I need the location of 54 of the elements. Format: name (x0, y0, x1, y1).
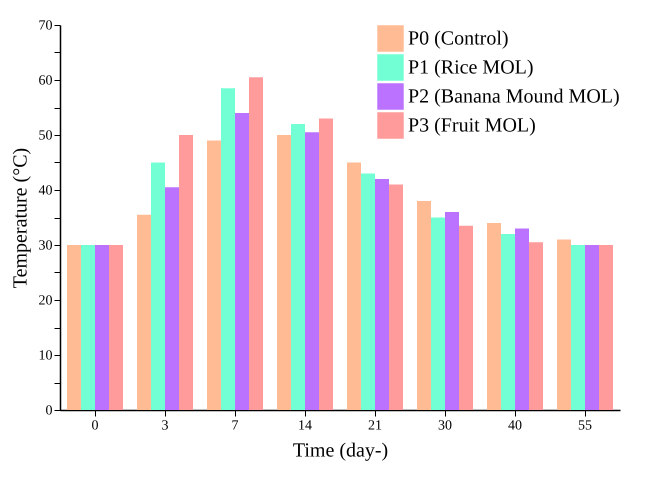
bar (431, 218, 445, 410)
bar (557, 240, 571, 410)
x-tick-label: 0 (92, 418, 98, 434)
y-tick-label: 0 (46, 404, 52, 418)
x-tick-label: 14 (298, 418, 312, 434)
bar (179, 135, 193, 410)
bar (375, 179, 389, 410)
bar (361, 174, 375, 410)
x-tick-label: 21 (368, 418, 382, 434)
bar (151, 162, 165, 410)
bar (109, 245, 123, 410)
y-tick-label: 60 (38, 74, 52, 88)
y-tick-label: 40 (38, 184, 52, 198)
bar (417, 201, 431, 410)
bar (67, 245, 81, 410)
bar (347, 162, 361, 410)
x-tick-label: 30 (438, 418, 452, 434)
bar (249, 77, 263, 410)
bar (81, 245, 95, 410)
x-axis-title: Time (day-) (292, 440, 388, 462)
bar (305, 132, 319, 410)
legend-label: P3 (Fruit MOL) (408, 114, 536, 136)
bar (291, 124, 305, 410)
bar (571, 245, 585, 410)
bar (277, 135, 291, 410)
bar (207, 140, 221, 410)
y-tick-label: 10 (38, 348, 52, 364)
bar (221, 88, 235, 410)
bar (445, 212, 459, 410)
legend-label: P2 (Banana Mound MOL) (408, 86, 620, 108)
legend-label: P1 (Rice MOL) (408, 56, 534, 78)
bar (95, 245, 109, 410)
y-tick-label: 70 (38, 18, 52, 34)
y-tick-label: 50 (38, 128, 52, 144)
bar (529, 242, 543, 410)
x-tick-label: 7 (232, 418, 238, 434)
y-axis-title: Temperature (°C) (10, 148, 32, 288)
legend-label: P0 (Control) (408, 28, 509, 50)
bar (599, 245, 613, 410)
x-tick-label: 3 (162, 418, 168, 434)
x-tick-label: 40 (508, 418, 522, 434)
bar (389, 184, 403, 410)
x-tick-label: 55 (578, 418, 592, 434)
y-tick-label: 30 (38, 238, 52, 254)
bar (515, 228, 529, 410)
bar (585, 245, 599, 410)
bar (501, 234, 515, 410)
bar (235, 113, 249, 410)
y-tick-label: 20 (38, 294, 52, 308)
bar (165, 187, 179, 410)
bar (487, 223, 501, 410)
bar (137, 214, 151, 410)
bar (319, 118, 333, 410)
bar (459, 226, 473, 410)
